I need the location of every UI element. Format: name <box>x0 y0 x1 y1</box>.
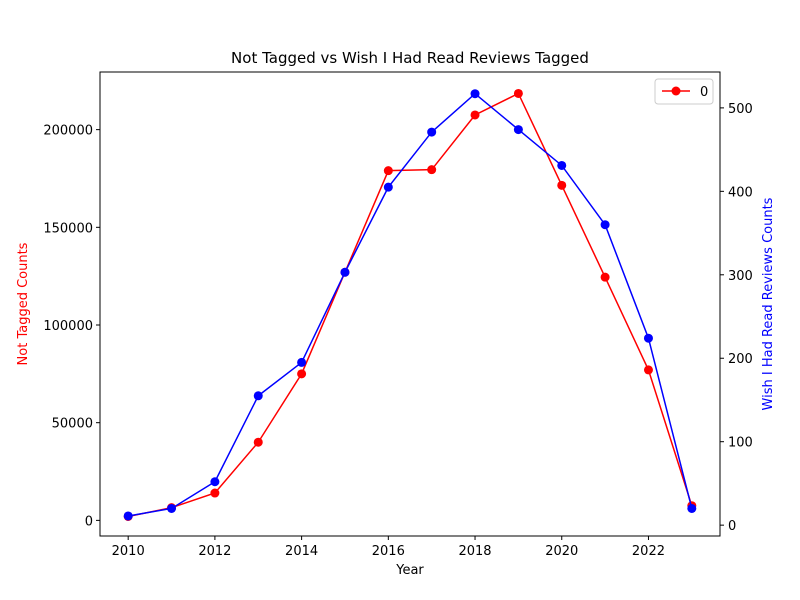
right-tick-label: 200 <box>728 352 753 367</box>
series-1-point <box>253 391 263 401</box>
series-1-point <box>643 333 653 343</box>
series-0-point <box>470 110 480 120</box>
series-0-point <box>253 437 263 447</box>
chart-title: Not Tagged vs Wish I Had Read Reviews Ta… <box>231 49 589 67</box>
legend-marker-swatch <box>671 86 681 96</box>
plot-frame <box>99 71 721 537</box>
x-tick-label: 2016 <box>372 544 405 559</box>
left-tick-label: 50000 <box>52 417 93 432</box>
series-0-line <box>128 92 693 518</box>
series-layer <box>123 88 697 521</box>
series-1-point <box>167 503 177 513</box>
series-1-point <box>513 125 523 135</box>
series-0-point <box>383 166 393 176</box>
left-tick-label: 200000 <box>43 124 93 139</box>
series-1-point <box>687 503 697 513</box>
series-0-point <box>210 488 220 498</box>
series-1-point <box>557 160 567 170</box>
right-tick-label: 400 <box>728 185 753 200</box>
right-tick-label: 300 <box>728 269 753 284</box>
x-tick-label: 2018 <box>458 544 491 559</box>
x-tick-label: 2010 <box>112 544 145 559</box>
right-tick-label: 100 <box>728 436 753 451</box>
series-0-point <box>600 272 610 282</box>
x-tick-label: 2014 <box>285 544 318 559</box>
series-1-point <box>383 182 393 192</box>
series-1-point <box>297 357 307 367</box>
series-1-point <box>210 477 220 487</box>
series-0-point <box>643 365 653 375</box>
right-axis-title: Wish I Had Read Reviews Counts <box>761 197 776 410</box>
series-0-point <box>513 88 523 98</box>
series-1-point <box>427 127 437 137</box>
x-tick-label: 2012 <box>198 544 231 559</box>
right-y-axis: 0 100 200 300 400 500 <box>720 102 753 534</box>
x-axis: 2010 2012 2014 2016 2018 2020 2022 <box>112 536 665 559</box>
left-tick-label: 150000 <box>43 221 93 236</box>
series-1-line <box>128 92 693 517</box>
right-tick-label: 0 <box>728 519 736 534</box>
left-y-axis: 0 50000 100000 150000 200000 <box>43 124 100 529</box>
series-1-point <box>123 511 133 521</box>
series-0-point <box>557 180 567 190</box>
series-0-point <box>427 165 437 175</box>
legend-entry-label: 0 <box>700 85 708 100</box>
legend: 0 <box>654 78 714 105</box>
series-1-point <box>600 220 610 230</box>
x-tick-label: 2020 <box>545 544 578 559</box>
x-tick-label: 2022 <box>632 544 665 559</box>
left-axis-title: Not Tagged Counts <box>16 242 31 365</box>
series-0-point <box>297 369 307 379</box>
left-tick-label: 100000 <box>43 319 93 334</box>
right-tick-label: 500 <box>728 102 753 117</box>
x-axis-title: Year <box>395 563 424 578</box>
series-1-point <box>340 267 350 277</box>
left-tick-label: 0 <box>85 514 93 529</box>
series-1-point <box>470 89 480 99</box>
